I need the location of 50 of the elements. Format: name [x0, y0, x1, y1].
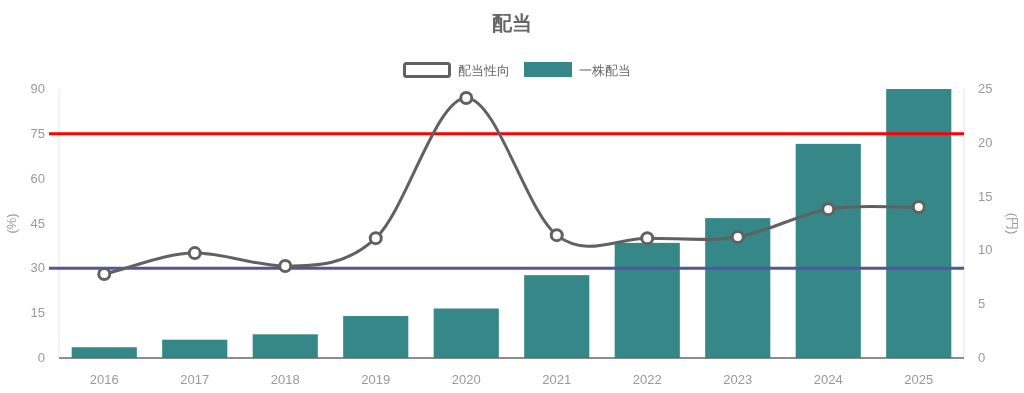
y2-tick-label: 20 — [978, 134, 993, 150]
x-tick-label: 2020 — [451, 372, 481, 387]
legend-item: 一株配当 — [524, 62, 631, 78]
x-tick-label: 2023 — [723, 372, 753, 387]
legend-item: 配当性向 — [403, 62, 510, 78]
bar — [433, 308, 499, 358]
y2-tick-label: 15 — [978, 188, 993, 204]
y2-tick-label: 10 — [978, 242, 993, 258]
bar — [705, 218, 771, 358]
bar — [162, 339, 228, 358]
point — [368, 231, 383, 246]
x-tick-label: 2018 — [270, 372, 300, 387]
y-tick-label: 30 — [30, 260, 45, 276]
point — [821, 202, 836, 217]
point — [97, 267, 112, 282]
legend-label: 一株配当 — [579, 63, 631, 78]
point — [187, 246, 202, 261]
bar — [343, 316, 409, 358]
x-tick-label: 2016 — [89, 372, 119, 387]
point — [730, 229, 745, 244]
y-tick-label: 45 — [30, 215, 45, 231]
point — [549, 228, 564, 243]
bar — [886, 89, 952, 358]
bar — [252, 334, 318, 358]
x-tick-label: 2019 — [361, 372, 391, 387]
x-tick-label: 2021 — [542, 372, 572, 387]
x-tick-label: 2017 — [180, 372, 210, 387]
y2-tick-label: 25 — [978, 81, 993, 96]
legend-label: 配当性向 — [458, 63, 510, 78]
point — [911, 200, 926, 215]
y2-tick-label: 0 — [978, 350, 986, 365]
bar — [614, 242, 680, 358]
y-tick-label: 60 — [30, 170, 45, 186]
y2-tick-label: 5 — [978, 296, 986, 312]
x-tick-label: 2024 — [813, 372, 843, 387]
y-tick-label: 90 — [30, 81, 45, 96]
y-tick-label: 75 — [30, 125, 45, 141]
bar — [795, 143, 861, 358]
point — [459, 90, 474, 105]
x-tick-label: 2025 — [904, 372, 934, 387]
point — [278, 258, 293, 273]
bar — [71, 347, 137, 358]
y-tick-label: 15 — [30, 305, 45, 321]
y-axis-title: (%) — [4, 213, 19, 234]
y-tick-label: 0 — [37, 350, 45, 365]
bar — [524, 275, 590, 358]
y2-axis-title: (円) — [1005, 212, 1020, 235]
point — [640, 231, 655, 246]
x-tick-label: 2022 — [632, 372, 662, 387]
chart-title: 配当 — [492, 12, 532, 34]
